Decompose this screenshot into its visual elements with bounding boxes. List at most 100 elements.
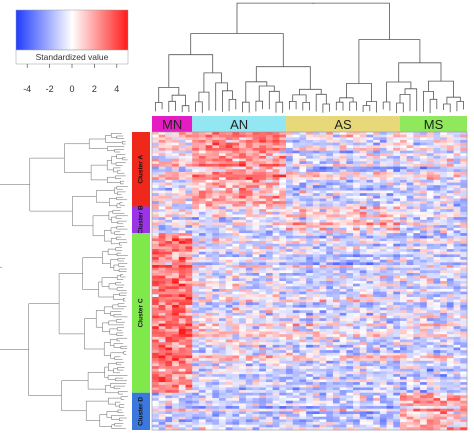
heatmap-cell	[279, 320, 287, 324]
heatmap-cell	[373, 302, 381, 306]
heatmap-cell	[152, 241, 160, 245]
heatmap-cell	[172, 257, 180, 261]
heatmap-cell	[312, 275, 320, 279]
heatmap-cell	[259, 398, 267, 402]
heatmap-cell	[406, 398, 414, 402]
heatmap-cell	[393, 163, 401, 167]
heatmap-cell	[373, 222, 381, 226]
heatmap-cell	[212, 273, 220, 277]
heatmap-cell	[212, 134, 220, 138]
heatmap-cell	[292, 243, 300, 247]
heatmap-cell	[172, 390, 180, 394]
heatmap-cell	[426, 281, 434, 285]
heatmap-cell	[426, 350, 434, 354]
heatmap-cell	[446, 296, 454, 300]
heatmap-cell	[225, 366, 233, 370]
heatmap-cell	[165, 392, 173, 396]
heatmap-cell	[232, 227, 240, 231]
heatmap-cell	[259, 350, 267, 354]
heatmap-cell	[198, 278, 206, 282]
heatmap-cell	[306, 273, 314, 277]
heatmap-cell	[353, 246, 361, 250]
heatmap-cell	[312, 358, 320, 362]
heatmap-cell	[460, 331, 468, 335]
heatmap-cell	[386, 302, 394, 306]
heatmap-cell	[252, 307, 260, 311]
heatmap-cell	[332, 281, 341, 285]
heatmap-cell	[312, 185, 320, 189]
heatmap-cell	[399, 227, 408, 231]
heatmap-cell	[346, 273, 354, 277]
heatmap-cell	[219, 158, 227, 162]
heatmap-cell	[446, 278, 454, 282]
heatmap-cell	[165, 283, 173, 287]
heatmap-cell	[312, 187, 320, 191]
heatmap-cell	[319, 299, 327, 303]
heatmap-cell	[178, 267, 186, 271]
heatmap-cell	[279, 384, 287, 388]
heatmap-cell	[232, 267, 240, 271]
heatmap-cell	[413, 251, 421, 255]
heatmap-cell	[292, 163, 300, 167]
heatmap-cell	[245, 392, 253, 396]
heatmap-cell	[306, 182, 314, 186]
heatmap-cell	[232, 206, 240, 210]
heatmap-cell	[326, 137, 334, 141]
heatmap-cell	[366, 283, 374, 287]
heatmap-cell	[279, 150, 287, 154]
heatmap-cell	[205, 328, 213, 332]
heatmap-cell	[319, 238, 327, 242]
heatmap-cell	[446, 384, 454, 388]
heatmap-cell	[205, 390, 213, 394]
heatmap-cell	[440, 286, 448, 290]
heatmap-cell	[339, 352, 347, 356]
heatmap-cell	[245, 147, 253, 151]
heatmap-cell	[420, 395, 428, 399]
heatmap-cell	[446, 315, 454, 319]
heatmap-cell	[252, 158, 260, 162]
heatmap-cell	[433, 273, 441, 277]
heatmap-cell	[366, 225, 374, 229]
heatmap-cell	[252, 342, 260, 346]
heatmap-cell	[420, 177, 428, 181]
heatmap-cell	[225, 323, 233, 327]
heatmap-cell	[158, 390, 166, 394]
heatmap-cell	[239, 390, 247, 394]
heatmap-cell	[393, 182, 401, 186]
heatmap-cell	[446, 374, 454, 378]
heatmap-cell	[225, 384, 233, 388]
heatmap-cell	[172, 384, 180, 388]
heatmap-cell	[319, 384, 327, 388]
heatmap-cell	[326, 363, 334, 367]
heatmap-cell	[460, 278, 468, 282]
heatmap-cell	[346, 206, 354, 210]
heatmap-cell	[319, 326, 327, 330]
heatmap-cell	[192, 134, 200, 138]
heatmap-cell	[292, 219, 300, 223]
heatmap-cell	[158, 392, 166, 396]
heatmap-cell	[413, 145, 421, 149]
heatmap-cell	[460, 390, 468, 394]
heatmap-cell	[426, 376, 434, 380]
heatmap-cell	[198, 318, 206, 322]
heatmap-cell	[306, 328, 314, 332]
heatmap-cell	[265, 376, 273, 380]
heatmap-cell	[212, 225, 220, 229]
heatmap-cell	[252, 193, 260, 197]
heatmap-cell	[205, 400, 213, 404]
heatmap-cell	[245, 206, 253, 210]
heatmap-cell	[386, 296, 394, 300]
heatmap-cell	[339, 214, 347, 218]
heatmap-cell	[225, 363, 233, 367]
heatmap-cell	[440, 163, 448, 167]
heatmap-cell	[272, 304, 280, 308]
heatmap-cell	[265, 302, 273, 306]
heatmap-cell	[446, 382, 454, 386]
heatmap-cell	[386, 387, 394, 391]
heatmap-cell	[399, 230, 408, 234]
heatmap-cell	[198, 331, 206, 335]
heatmap-cell	[232, 249, 240, 253]
heatmap-cell	[406, 267, 414, 271]
heatmap-cell	[366, 360, 374, 364]
heatmap-cell	[393, 190, 401, 194]
